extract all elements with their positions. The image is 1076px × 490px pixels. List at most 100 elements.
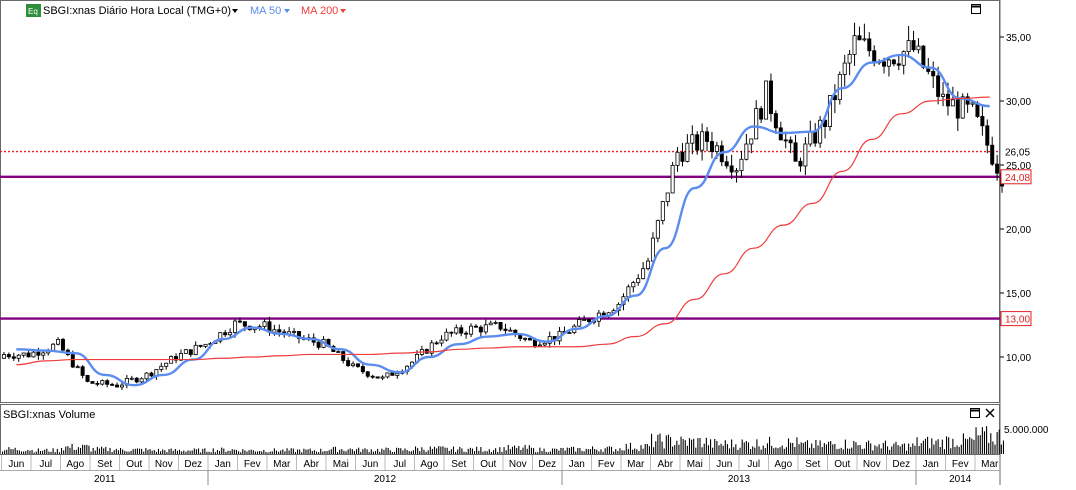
maximize-price-panel-button[interactable] xyxy=(971,4,981,14)
candle-body xyxy=(233,320,238,333)
candle xyxy=(439,335,444,347)
candle xyxy=(26,349,31,358)
ma200-label[interactable]: MA 200 xyxy=(301,5,338,17)
candle xyxy=(95,380,100,387)
volume-bar xyxy=(294,452,296,454)
maximize-icon[interactable] xyxy=(971,4,981,14)
volume-bar xyxy=(90,451,92,454)
candle-body xyxy=(6,354,11,358)
candle-body xyxy=(882,61,887,67)
x-month-label: Fev xyxy=(598,459,615,470)
chevron-down-icon[interactable] xyxy=(340,9,346,13)
volume-bar xyxy=(438,446,440,454)
volume-bar xyxy=(813,448,815,454)
volume-bar xyxy=(162,449,164,454)
candle-body xyxy=(277,329,282,333)
candle-body xyxy=(85,375,90,382)
x-month-label: Nov xyxy=(155,459,173,470)
candle-body xyxy=(16,354,21,359)
maximize-icon[interactable] xyxy=(970,408,980,418)
candle xyxy=(577,316,582,327)
ma50-label[interactable]: MA 50 xyxy=(250,5,281,17)
candle xyxy=(847,49,852,76)
volume-bar xyxy=(6,449,8,454)
x-month-label: Mar xyxy=(981,459,999,470)
volume-bar xyxy=(501,451,503,454)
candle-body xyxy=(714,145,719,152)
volume-bar xyxy=(235,449,237,454)
chevron-down-icon[interactable] xyxy=(284,9,290,13)
candle-body xyxy=(188,349,193,355)
candle-body xyxy=(183,349,188,354)
price-tag-box xyxy=(1000,169,1032,185)
candle xyxy=(734,167,739,183)
volume-bar xyxy=(948,437,950,454)
volume-bar xyxy=(560,447,562,454)
volume-bar xyxy=(221,447,223,454)
candle-body xyxy=(764,80,769,120)
volume-bar xyxy=(20,451,23,454)
candle-body xyxy=(709,141,714,152)
chevron-down-icon[interactable] xyxy=(232,9,238,13)
volume-bar xyxy=(703,443,705,454)
candle xyxy=(237,317,242,324)
candle-body xyxy=(547,336,552,344)
candle-body xyxy=(744,143,749,160)
candle xyxy=(842,54,847,87)
volume-bar xyxy=(117,450,119,454)
volume-bar xyxy=(50,451,52,454)
candle-body xyxy=(665,192,670,202)
volume-bar xyxy=(143,451,145,454)
volume-bar xyxy=(233,449,235,454)
volume-bar xyxy=(946,436,948,454)
volume-bar xyxy=(446,447,448,454)
candle-body xyxy=(365,371,370,377)
candle-body xyxy=(21,352,26,356)
candle xyxy=(985,119,990,154)
maximize-volume-panel-button[interactable] xyxy=(970,408,980,418)
volume-bar xyxy=(214,452,216,454)
volume-bar xyxy=(63,450,65,454)
volume-bar xyxy=(640,445,642,454)
volume-bar xyxy=(545,451,547,454)
volume-bar xyxy=(821,446,823,454)
candle xyxy=(960,93,965,119)
close-icon[interactable] xyxy=(985,408,995,418)
volume-axis-tick: 5.000.000 xyxy=(1004,425,1049,436)
volume-bar xyxy=(147,449,149,454)
x-month-label: Jan xyxy=(215,459,231,470)
volume-bar xyxy=(69,447,71,454)
candle xyxy=(105,379,110,388)
volume-bar xyxy=(796,437,798,454)
volume-bar xyxy=(290,448,292,454)
volume-bar xyxy=(358,447,360,454)
y-tick-label: 15,00 xyxy=(1006,289,1031,300)
candle-body xyxy=(818,119,823,144)
volume-bar xyxy=(465,452,467,454)
x-month-label: Dez xyxy=(538,459,556,470)
volume-bar xyxy=(518,445,520,454)
volume-bar xyxy=(275,450,278,454)
volume-bar xyxy=(246,451,248,454)
volume-bar xyxy=(486,451,488,454)
volume-bar xyxy=(547,452,549,454)
candle-body xyxy=(262,321,267,327)
candle-body xyxy=(493,322,498,324)
volume-bar xyxy=(12,449,14,454)
candle xyxy=(636,274,641,286)
close-volume-panel-button[interactable] xyxy=(985,408,995,418)
volume-bar xyxy=(208,451,210,454)
volume-bar xyxy=(461,448,463,454)
volume-bar xyxy=(798,444,800,454)
candle-body xyxy=(537,344,542,347)
volume-bar xyxy=(794,446,796,454)
candle xyxy=(346,357,351,367)
volume-bar xyxy=(101,446,103,454)
symbol-label[interactable]: SBGI:xnas Diário Hora Local (TMG+0) xyxy=(43,5,231,17)
candle xyxy=(424,348,429,354)
candle xyxy=(547,331,552,348)
candle-body xyxy=(346,360,351,367)
x-month-label: Nov xyxy=(509,459,527,470)
candle xyxy=(503,323,508,335)
